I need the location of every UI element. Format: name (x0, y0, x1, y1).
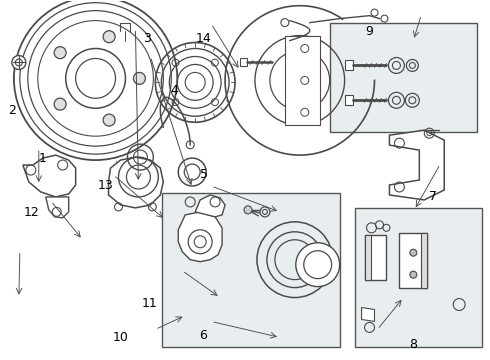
Circle shape (103, 114, 115, 126)
Polygon shape (390, 130, 444, 200)
Circle shape (133, 72, 146, 84)
Circle shape (103, 31, 115, 43)
Text: 8: 8 (410, 338, 417, 351)
Circle shape (410, 271, 417, 278)
Text: 13: 13 (98, 179, 114, 192)
Bar (240, 58, 247, 67)
Text: 6: 6 (199, 329, 207, 342)
Text: 9: 9 (366, 25, 373, 38)
Polygon shape (108, 157, 163, 208)
Polygon shape (362, 307, 374, 321)
Circle shape (54, 98, 66, 110)
Bar (365, 235, 387, 280)
Circle shape (410, 249, 417, 256)
Polygon shape (178, 212, 222, 262)
Circle shape (54, 47, 66, 59)
Text: 10: 10 (113, 331, 128, 344)
Circle shape (12, 55, 26, 69)
Bar (344, 95, 353, 105)
Polygon shape (46, 197, 69, 218)
Bar (399, 233, 427, 288)
Polygon shape (285, 36, 319, 125)
Text: 12: 12 (24, 206, 39, 219)
Polygon shape (195, 195, 225, 217)
Text: 4: 4 (171, 84, 178, 97)
Text: 7: 7 (429, 190, 437, 203)
Text: 11: 11 (142, 297, 158, 310)
Bar (421, 233, 427, 288)
Bar (355, 208, 482, 347)
Circle shape (296, 243, 340, 287)
Polygon shape (23, 155, 75, 197)
Bar (365, 235, 370, 280)
Text: 2: 2 (8, 104, 16, 117)
Circle shape (244, 206, 252, 214)
Bar (330, 23, 477, 132)
Bar (344, 60, 353, 71)
Text: 14: 14 (196, 32, 211, 45)
Text: 1: 1 (39, 152, 47, 165)
Text: 5: 5 (199, 168, 207, 181)
Bar (162, 193, 340, 347)
Text: 3: 3 (144, 32, 151, 45)
